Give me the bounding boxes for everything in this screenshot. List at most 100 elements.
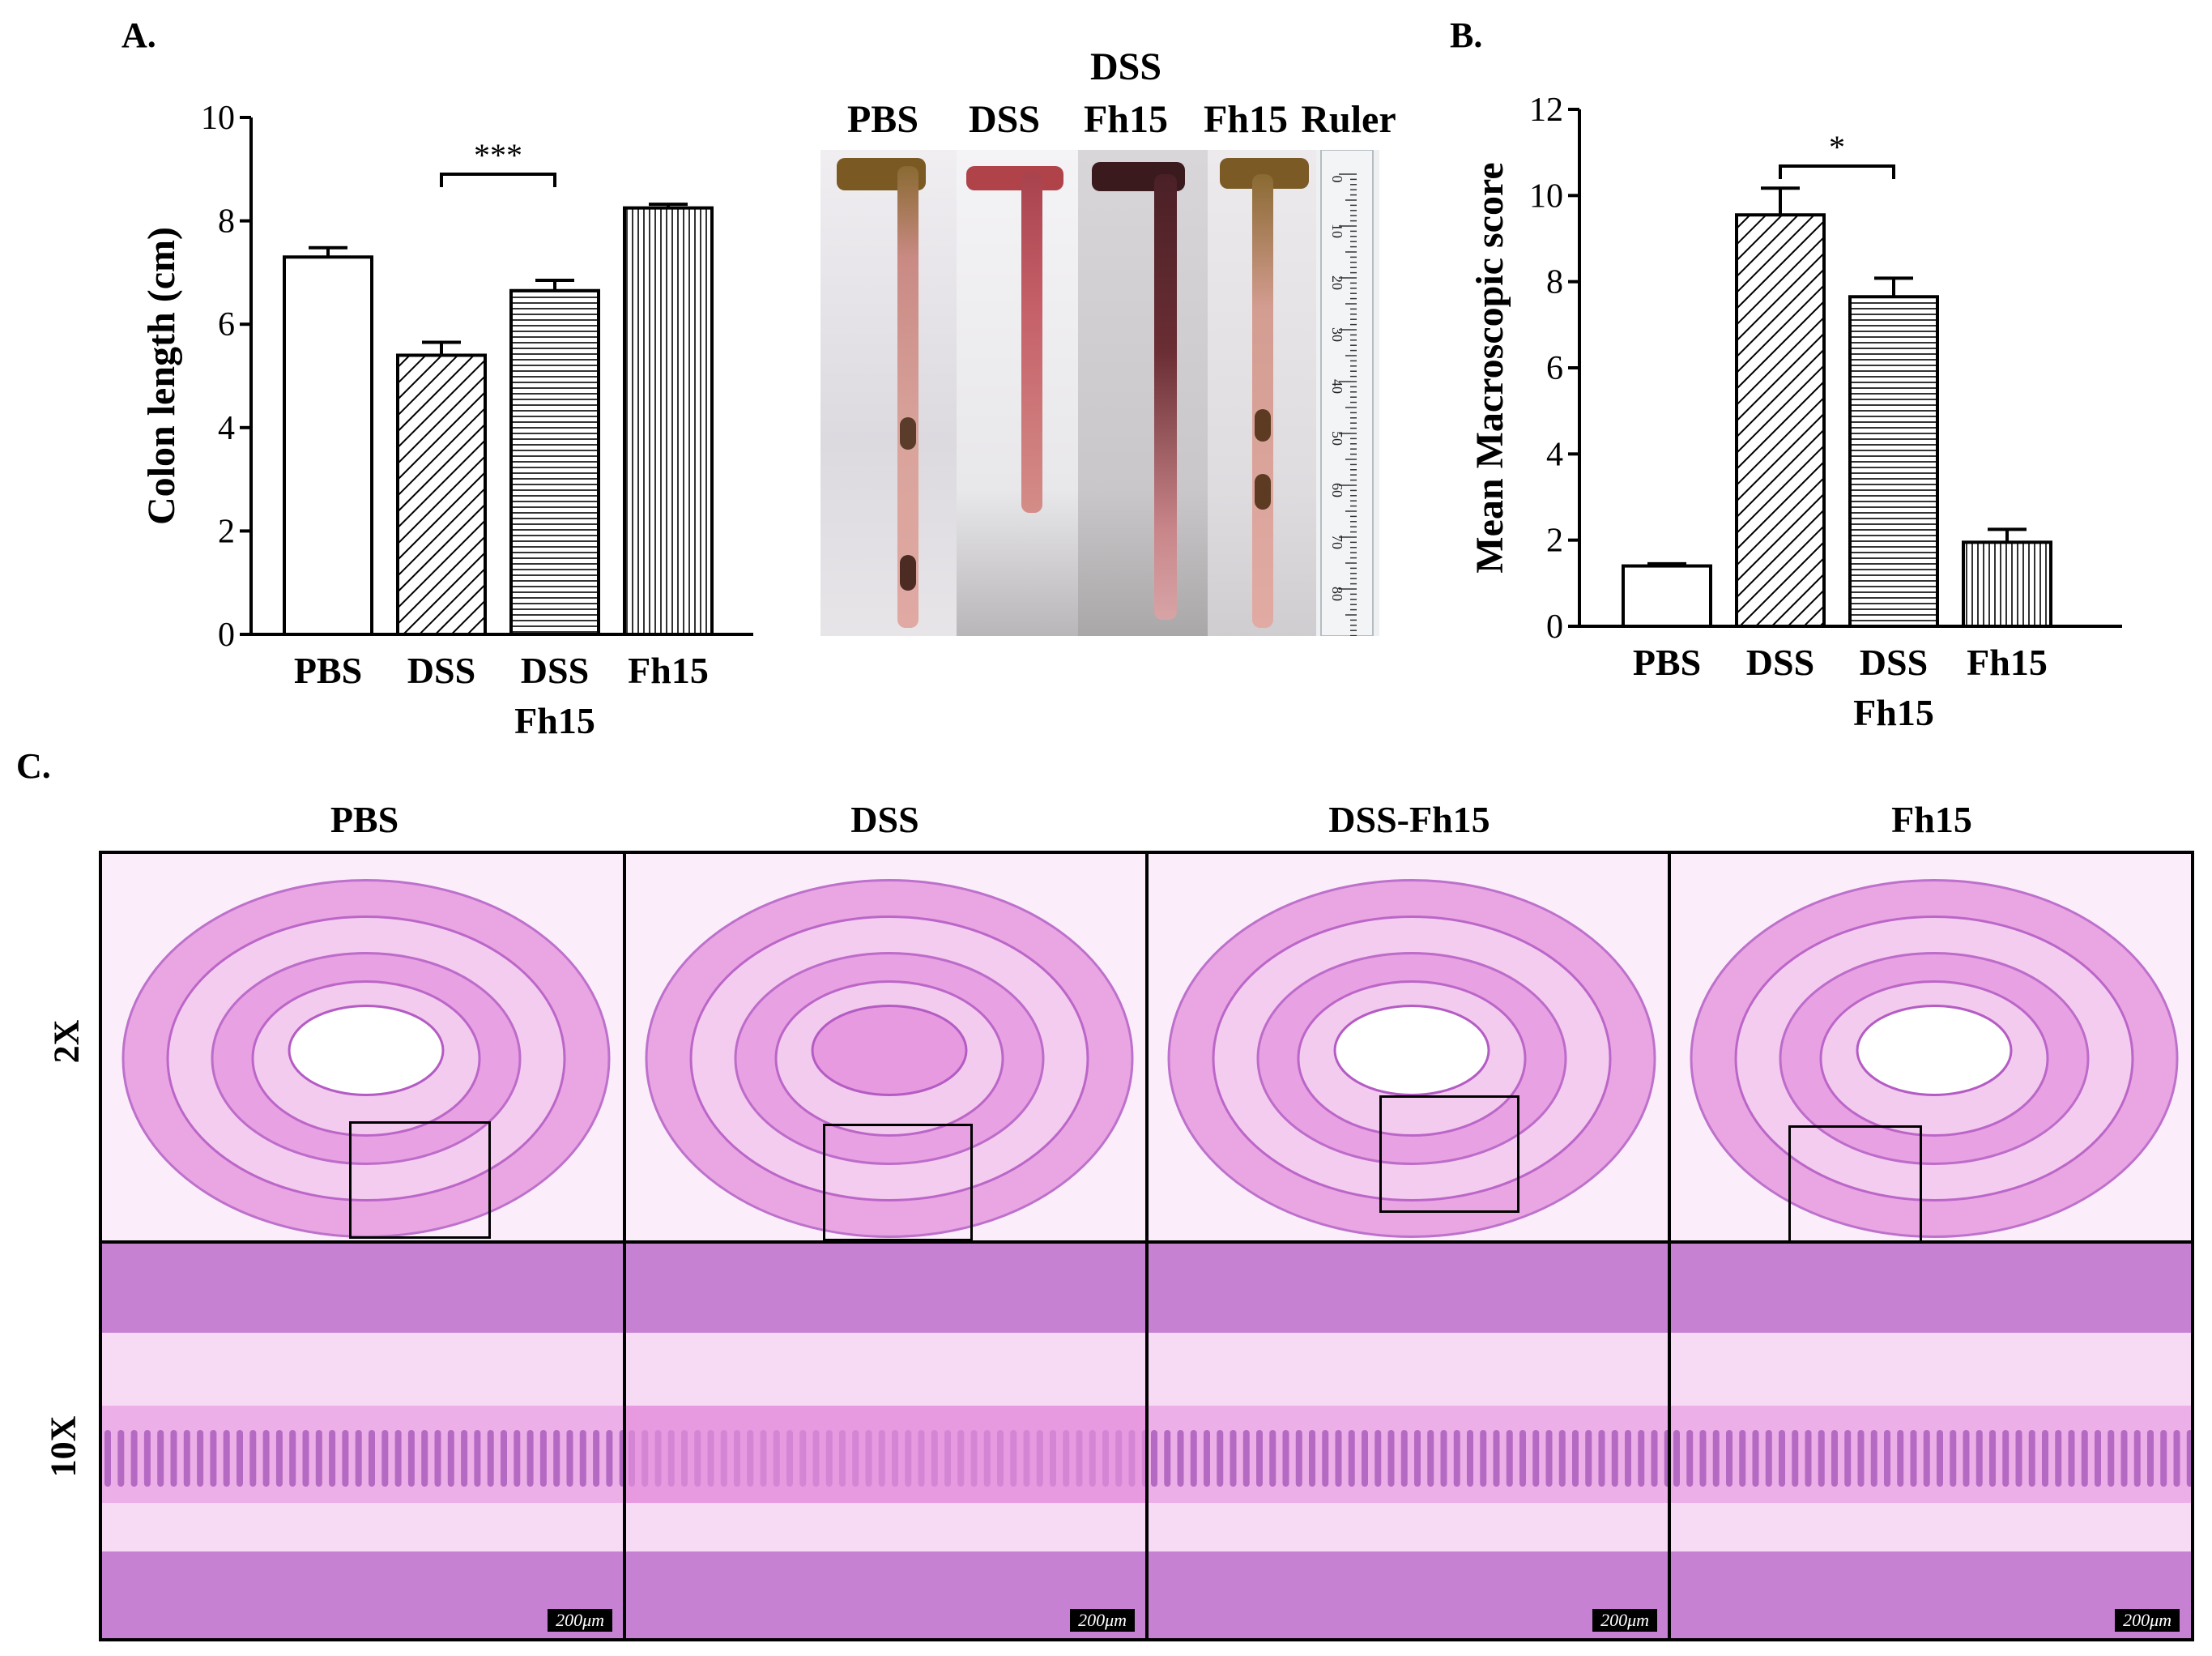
crypt [579, 1430, 586, 1487]
scale-bar: 200μm [1070, 1609, 1135, 1632]
crypt [157, 1430, 164, 1487]
histo-col-dss: DSS [850, 799, 919, 840]
ruler-tick-label: 80 [1329, 587, 1345, 601]
crypt [1506, 1430, 1513, 1487]
crypt [2028, 1430, 2035, 1487]
crypt [421, 1430, 428, 1487]
ruler-tick-label: 20 [1329, 275, 1345, 290]
photo-top-label: DSS [1089, 45, 1162, 88]
bar-fh15 [1962, 540, 2052, 629]
crypt [1010, 1430, 1017, 1487]
crypt [641, 1430, 649, 1487]
histology-10x-pbs: 200μm [99, 1240, 627, 1641]
crypt [1651, 1430, 1658, 1487]
ruler: 0 10 20 30 40 50 60 70 80 [1320, 150, 1374, 636]
crypt [1752, 1430, 1759, 1487]
crypt [474, 1430, 481, 1487]
crypt [1309, 1430, 1315, 1487]
crypt [773, 1430, 780, 1487]
x-tick-label: PBS [1633, 642, 1701, 683]
tissue-image [1671, 1244, 2191, 1638]
panel-b-letter: B. [1450, 15, 1483, 55]
crypt [1036, 1430, 1043, 1487]
crypt [1779, 1430, 1785, 1487]
crypt [130, 1430, 138, 1487]
ruler-tick-label: 40 [1329, 379, 1345, 394]
crypt [2002, 1430, 2010, 1487]
crypt [852, 1430, 859, 1487]
significance-label: * [1829, 129, 1845, 165]
crypt [329, 1430, 336, 1487]
x-tick-label: Fh15 [514, 700, 595, 741]
crypt [865, 1430, 872, 1487]
x-tick-label: Fh15 [1967, 642, 2048, 683]
tissue-layer [626, 1503, 1146, 1551]
crypt [1493, 1430, 1500, 1487]
crypt [619, 1430, 624, 1487]
crypt [1910, 1430, 1917, 1487]
crypt [487, 1430, 494, 1487]
crypt [1611, 1430, 1618, 1487]
crypt [1937, 1430, 1943, 1487]
tissue-image [626, 1244, 1146, 1638]
crypt [2055, 1430, 2062, 1487]
lumen [288, 1005, 445, 1096]
crypt [1295, 1430, 1302, 1487]
bar-dss-fh15 [509, 288, 600, 636]
tissue-image [645, 879, 1134, 1238]
crypt [825, 1430, 833, 1487]
crypt [1400, 1430, 1408, 1487]
crypt [2108, 1430, 2115, 1487]
crypt [117, 1430, 125, 1487]
crypt [983, 1430, 991, 1487]
crypt [839, 1430, 846, 1487]
crypt [355, 1430, 362, 1487]
macroscopic-score-chart: 0 2 4 6 8 10 12 Mean Macroscopic score PBS DSS DSS… [1468, 92, 2122, 733]
crypt [1128, 1430, 1136, 1487]
crypt [553, 1430, 560, 1487]
crypt [1532, 1430, 1540, 1487]
crypt [342, 1430, 349, 1487]
y-tick-label: 2 [218, 513, 235, 550]
x-tick-label: DSS [521, 650, 589, 691]
crypt [223, 1430, 230, 1487]
bar-dss-fh15 [1848, 295, 1939, 628]
crypt [878, 1430, 885, 1487]
crypt [1765, 1430, 1772, 1487]
crypt [1739, 1430, 1746, 1487]
tissue-layer [1671, 1551, 2191, 1638]
crypt [2173, 1430, 2180, 1487]
crypt [2042, 1430, 2048, 1487]
tissue-image [102, 1244, 624, 1638]
histology-2x-dss [623, 851, 1149, 1244]
crypt [262, 1430, 270, 1487]
y-tick-label: 10 [1529, 177, 1563, 215]
crypt [1467, 1430, 1473, 1487]
crypt [1585, 1430, 1592, 1487]
crypt [1063, 1430, 1070, 1487]
ruler-tick-label: 10 [1329, 224, 1345, 238]
panel-a-letter: A. [121, 15, 156, 55]
bar-fh15 [623, 206, 714, 636]
tissue-layer [1149, 1244, 1669, 1333]
crypt [2081, 1430, 2088, 1487]
tissue-layer [102, 1551, 624, 1638]
tissue-layer [1671, 1333, 2191, 1406]
tissue-layer [626, 1333, 1146, 1406]
crypt [1805, 1430, 1812, 1487]
crypt [905, 1430, 912, 1487]
histo-col-pbs: PBS [330, 799, 399, 840]
y-axis-label: Mean Macroscopic score [1468, 162, 1511, 573]
ruler-tick-label: 60 [1329, 483, 1345, 497]
crypt [501, 1430, 507, 1487]
photo-label-dss-fh15: Fh15 [1083, 98, 1168, 141]
crypt [2186, 1430, 2191, 1487]
crypt [1664, 1430, 1669, 1487]
histo-row-2x: 2X [46, 1019, 87, 1064]
crypt [170, 1430, 177, 1487]
x-tick-label: DSS [1860, 642, 1928, 683]
crypt [1831, 1430, 1838, 1487]
y-axis-label: Colon length (cm) [140, 227, 183, 525]
tissue-image [121, 879, 611, 1238]
bar-dss [1735, 213, 1826, 628]
